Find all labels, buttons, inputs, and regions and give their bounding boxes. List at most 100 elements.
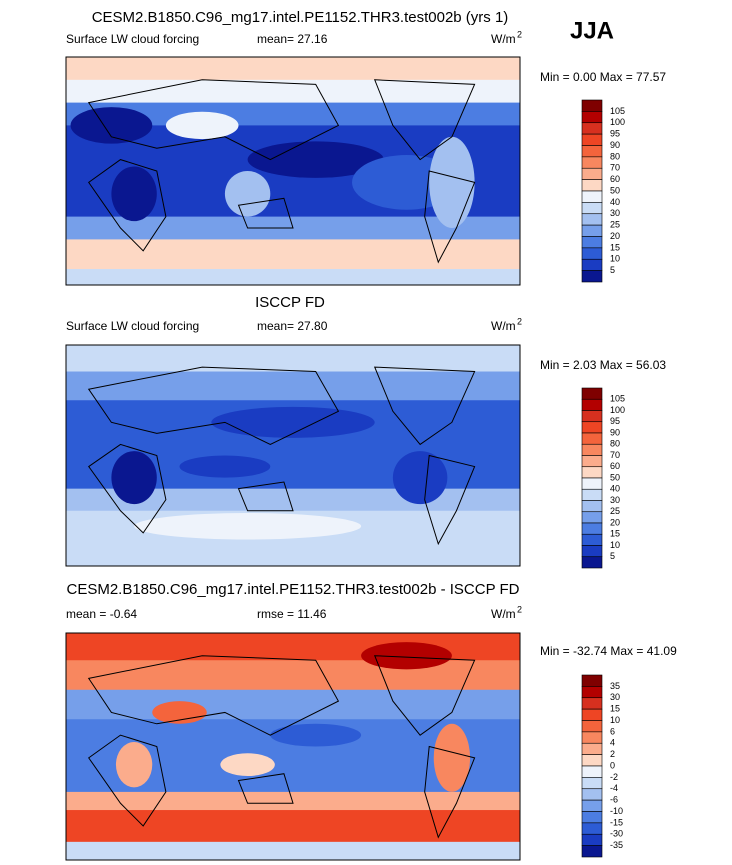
field-blob — [165, 111, 239, 140]
field-band — [66, 239, 520, 270]
field-band — [66, 841, 520, 860]
coastline — [87, 79, 340, 161]
colorbar-label: 2 — [610, 749, 615, 759]
field-band — [66, 371, 520, 401]
coastline — [424, 170, 476, 264]
colorbar-box — [581, 533, 603, 546]
colorbar-box — [581, 697, 603, 710]
panel-title: ISCCP FD — [255, 294, 325, 311]
field-blob — [111, 451, 157, 505]
colorbar-label: -10 — [610, 806, 623, 816]
colorbar-label: 20 — [610, 517, 620, 527]
colorbar-label: 90 — [610, 427, 620, 437]
field-blob — [361, 642, 452, 670]
colorbar-label: -35 — [610, 840, 623, 850]
coastline — [237, 197, 294, 229]
field-blob — [270, 723, 362, 747]
field-blob — [179, 455, 271, 478]
colorbar-label: 30 — [610, 208, 620, 218]
center-label: rmse = 11.46 — [257, 607, 327, 621]
coastline — [237, 481, 294, 512]
panel-title: CESM2.B1850.C96_mg17.intel.PE1152.THR3.t… — [66, 581, 519, 598]
coastline — [373, 79, 476, 161]
colorbar-label: 10 — [610, 715, 620, 725]
colorbar-label: 6 — [610, 726, 615, 736]
colorbar-box — [581, 556, 603, 569]
field-blob — [211, 406, 375, 438]
panel-title: CESM2.B1850.C96_mg17.intel.PE1152.THR3.t… — [92, 9, 509, 26]
left-label: Surface LW cloud forcing — [66, 32, 199, 46]
center-label: mean= 27.80 — [257, 319, 328, 333]
colorbar-label: 5 — [610, 265, 615, 275]
colorbar-box — [581, 190, 603, 203]
colorbar-label: 60 — [610, 461, 620, 471]
colorbar-label: -2 — [610, 772, 618, 782]
colorbar-box — [581, 99, 603, 112]
colorbar-box — [581, 202, 603, 215]
colorbar-label: 25 — [610, 220, 620, 230]
map-frame — [65, 344, 521, 567]
colorbar-label: 35 — [610, 681, 620, 691]
colorbar-box — [581, 179, 603, 192]
coastline — [88, 159, 167, 252]
colorbar-label: -4 — [610, 783, 618, 793]
field-blob — [247, 141, 384, 178]
colorbar-box — [581, 145, 603, 158]
coastline — [237, 773, 294, 804]
field-blob — [433, 723, 471, 792]
coastline — [424, 745, 476, 839]
field-blob — [392, 451, 448, 505]
field-blob — [429, 136, 475, 228]
colorbar-label: 90 — [610, 140, 620, 150]
colorbar-label: 10 — [610, 254, 620, 264]
field-band — [66, 791, 520, 811]
colorbar-box — [581, 708, 603, 721]
colorbar-label: 15 — [610, 704, 620, 714]
colorbar-box — [581, 754, 603, 767]
colorbar-label: 50 — [610, 185, 620, 195]
colorbar-box — [581, 686, 603, 699]
field-band — [66, 810, 520, 843]
colorbar-box — [581, 833, 603, 846]
colorbar-box — [581, 765, 603, 778]
field-blob — [70, 107, 153, 144]
colorbar-label: -15 — [610, 817, 623, 827]
map — [66, 345, 520, 566]
min-max: Min = 0.00 Max = 77.57 — [540, 70, 666, 84]
colorbar-label: 15 — [610, 242, 620, 252]
coastline — [87, 443, 167, 534]
colorbar-box — [581, 522, 603, 535]
units: W/m — [491, 607, 516, 621]
field-blob — [134, 512, 362, 540]
colorbar-box — [581, 488, 603, 501]
colorbar-box — [581, 845, 603, 858]
colorbar-box — [581, 213, 603, 226]
colorbar-label: 105 — [610, 106, 625, 116]
colorbar-box — [581, 720, 603, 733]
units-exponent: 2 — [517, 604, 522, 614]
colorbar-label: 70 — [610, 163, 620, 173]
colorbar-box — [581, 443, 603, 456]
colorbar-label: 70 — [610, 450, 620, 460]
field-band — [66, 633, 520, 661]
left-label: mean = -0.64 — [66, 607, 137, 621]
colorbar-label: 30 — [610, 692, 620, 702]
colorbar-label: 50 — [610, 472, 620, 482]
colorbar-box — [581, 674, 603, 687]
colorbar-box — [581, 224, 603, 237]
colorbar-box — [581, 236, 603, 249]
min-max: Min = -32.74 Max = 41.09 — [540, 644, 677, 658]
colorbar-box — [581, 398, 603, 411]
colorbar-box — [581, 742, 603, 755]
center-label: mean= 27.16 — [257, 32, 328, 46]
min-max: Min = 2.03 Max = 56.03 — [540, 358, 666, 372]
colorbar-box — [581, 799, 603, 812]
colorbar-box — [581, 788, 603, 801]
colorbar-label: 20 — [610, 231, 620, 241]
colorbar-box — [581, 466, 603, 479]
colorbar-box — [581, 270, 603, 283]
colorbar-box — [581, 258, 603, 271]
colorbar-label: 4 — [610, 738, 615, 748]
colorbar-label: -30 — [610, 829, 623, 839]
